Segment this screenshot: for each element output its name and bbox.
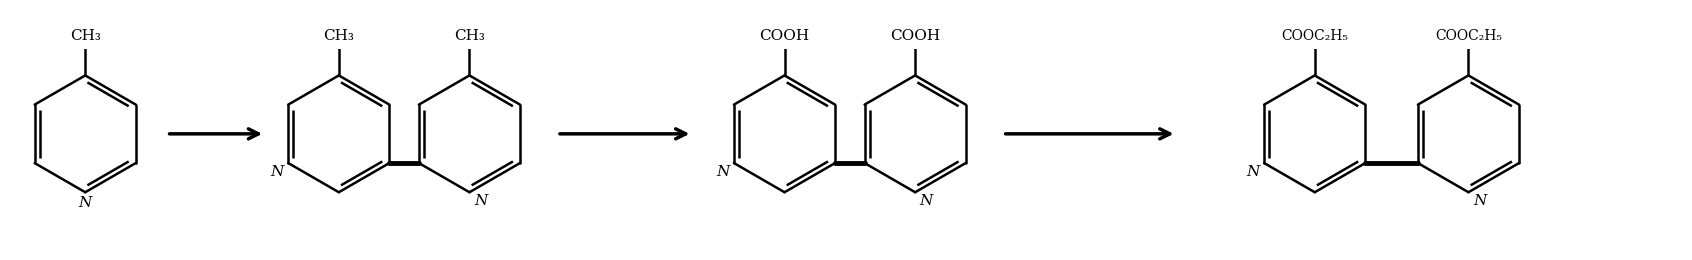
Text: COOC₂H₅: COOC₂H₅ bbox=[1281, 29, 1349, 43]
Text: COOH: COOH bbox=[760, 29, 809, 43]
Text: N: N bbox=[474, 194, 487, 208]
Text: CH₃: CH₃ bbox=[453, 29, 486, 43]
Text: CH₃: CH₃ bbox=[323, 29, 354, 43]
Text: N: N bbox=[1247, 165, 1259, 179]
Text: COOH: COOH bbox=[890, 29, 941, 43]
Text: COOC₂H₅: COOC₂H₅ bbox=[1435, 29, 1502, 43]
Text: N: N bbox=[78, 196, 91, 210]
Text: N: N bbox=[920, 194, 934, 208]
Text: N: N bbox=[716, 165, 729, 179]
Text: N: N bbox=[1474, 194, 1487, 208]
Text: N: N bbox=[271, 165, 284, 179]
Text: CH₃: CH₃ bbox=[69, 29, 100, 43]
